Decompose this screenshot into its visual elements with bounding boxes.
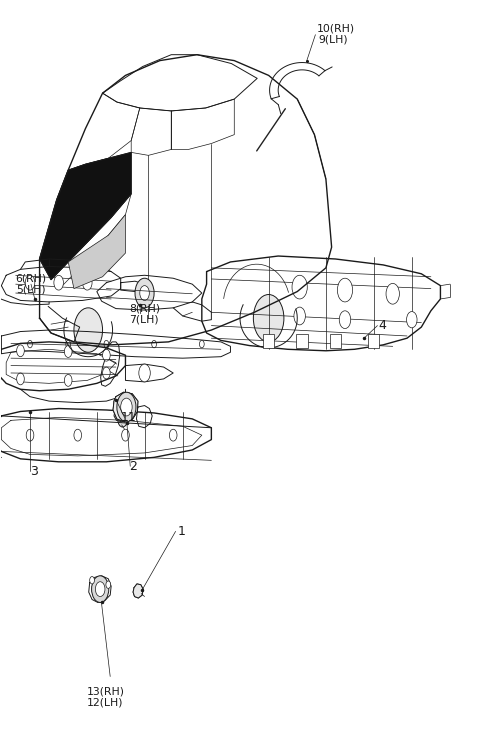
Polygon shape — [39, 152, 131, 279]
Circle shape — [117, 392, 136, 422]
Circle shape — [28, 340, 33, 348]
Circle shape — [54, 275, 63, 290]
Circle shape — [104, 340, 109, 348]
Bar — [330, 334, 341, 348]
Bar — [263, 334, 275, 348]
Circle shape — [92, 576, 109, 603]
Bar — [368, 334, 379, 348]
Circle shape — [17, 373, 24, 385]
Circle shape — [253, 294, 284, 342]
Circle shape — [25, 275, 35, 290]
Text: 8(RH): 8(RH) — [129, 304, 160, 314]
Circle shape — [121, 429, 129, 441]
Circle shape — [152, 340, 156, 348]
Polygon shape — [68, 215, 125, 288]
Text: 1: 1 — [178, 525, 186, 538]
Text: 12(LH): 12(LH) — [86, 698, 123, 707]
Circle shape — [83, 275, 92, 290]
Circle shape — [90, 577, 95, 584]
Text: 13(RH): 13(RH) — [86, 687, 124, 696]
Text: 2: 2 — [129, 460, 137, 473]
Circle shape — [135, 278, 154, 308]
Circle shape — [199, 340, 204, 348]
Polygon shape — [113, 392, 138, 422]
Circle shape — [294, 307, 305, 325]
Circle shape — [120, 398, 132, 416]
Circle shape — [103, 367, 110, 379]
Text: 7(LH): 7(LH) — [129, 315, 159, 325]
Circle shape — [74, 308, 103, 352]
Text: 3: 3 — [30, 465, 38, 478]
Text: 5(LH): 5(LH) — [16, 285, 45, 294]
Bar — [296, 334, 308, 348]
Circle shape — [103, 349, 110, 361]
Circle shape — [339, 311, 351, 328]
Circle shape — [386, 283, 399, 304]
Text: 10(RH): 10(RH) — [316, 24, 355, 33]
Text: 6(RH): 6(RH) — [16, 273, 47, 283]
Circle shape — [139, 364, 150, 382]
Circle shape — [292, 275, 307, 299]
Text: 4: 4 — [378, 319, 386, 332]
Circle shape — [106, 581, 111, 588]
Circle shape — [169, 429, 177, 441]
Circle shape — [66, 340, 71, 348]
Circle shape — [26, 429, 34, 441]
Circle shape — [337, 278, 353, 302]
Circle shape — [64, 345, 72, 357]
Text: 9(LH): 9(LH) — [319, 35, 348, 45]
Circle shape — [407, 311, 417, 328]
Circle shape — [17, 345, 24, 357]
Circle shape — [140, 285, 149, 300]
Text: 11: 11 — [120, 411, 136, 424]
Circle shape — [96, 582, 105, 597]
Polygon shape — [133, 584, 143, 598]
Circle shape — [74, 429, 82, 441]
Circle shape — [64, 374, 72, 386]
Circle shape — [118, 412, 127, 427]
